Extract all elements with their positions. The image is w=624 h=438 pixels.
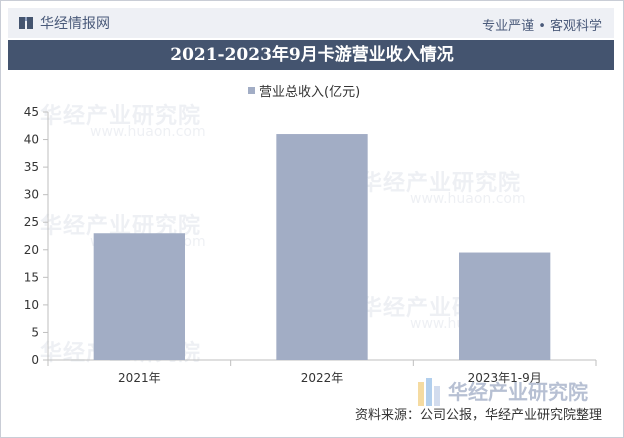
bar <box>459 252 551 360</box>
watermark-sub: www.huaon.com <box>90 124 206 140</box>
brand-watermark: 华经产业研究院 <box>448 380 588 404</box>
chart-title: 2021-2023年9月卡游营业收入情况 <box>170 45 454 65</box>
logo-text: 华经情报网 <box>40 16 110 32</box>
legend-swatch <box>248 87 255 94</box>
watermark-text: 华经产业研究院 <box>40 104 202 129</box>
y-tick-label: 20 <box>24 243 39 257</box>
x-tick-label: 2022年 <box>301 371 344 385</box>
legend-label: 营业总收入(亿元) <box>259 85 361 100</box>
title-bar <box>8 40 614 70</box>
x-tick-label: 2023年1-9月 <box>468 371 542 385</box>
y-tick-label: 30 <box>24 188 39 202</box>
chart-legend: 营业总收入(亿元) <box>248 81 360 100</box>
top-bar <box>8 8 614 38</box>
logo-icon <box>19 17 33 29</box>
source-note: 资料来源：公司公报，华经产业研究院整理 <box>354 408 602 423</box>
y-tick-label: 0 <box>31 353 39 367</box>
y-tick-label: 35 <box>24 160 39 174</box>
watermark-text: 华经产业研究院 <box>360 171 522 196</box>
brand-logo-icon <box>418 378 440 406</box>
bar <box>276 134 368 360</box>
y-tick-label: 40 <box>24 133 39 147</box>
watermark-sub: www.huaon.com <box>410 191 526 207</box>
y-tick-label: 25 <box>24 215 39 229</box>
y-tick-label: 15 <box>24 270 39 284</box>
slogan: 专业严谨 • 客观科学 <box>482 19 602 34</box>
bar <box>93 233 185 360</box>
x-tick-label: 2021年 <box>118 371 161 385</box>
y-tick-label: 5 <box>31 325 39 339</box>
y-tick-label: 10 <box>24 298 39 312</box>
y-tick-label: 45 <box>24 105 39 119</box>
